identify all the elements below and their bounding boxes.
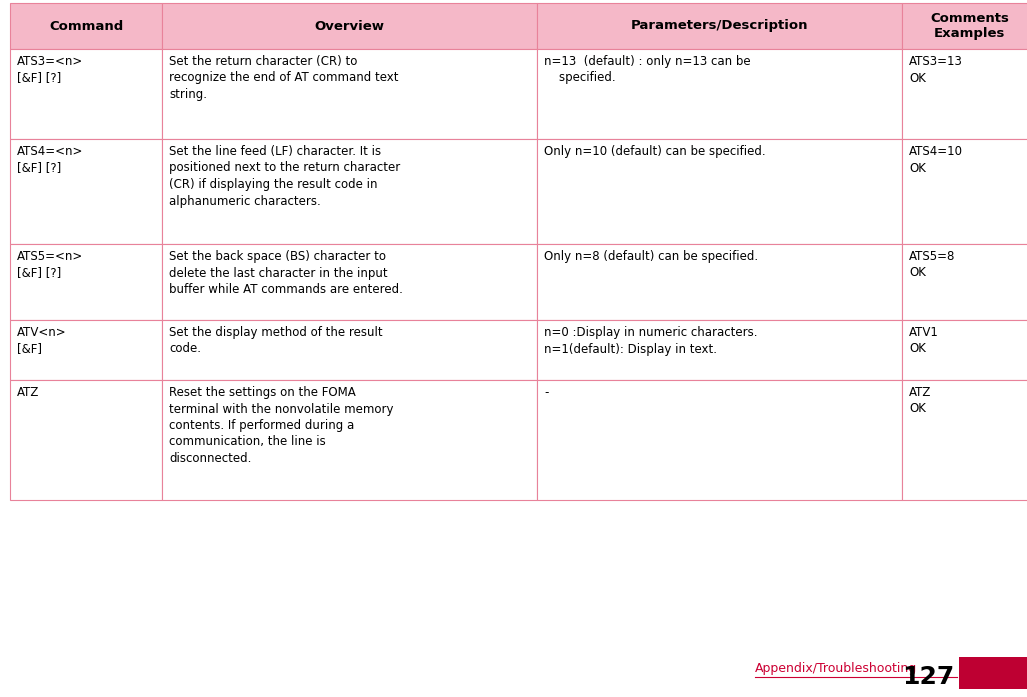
Bar (162, 49, 537, 139)
Text: ATS3=13
OK: ATS3=13 OK (909, 55, 963, 84)
Bar (902, 320, 1027, 380)
Text: n=0 :Display in numeric characters.
n=1(default): Display in text.: n=0 :Display in numeric characters. n=1(… (544, 326, 758, 355)
Bar (902, 49, 1027, 139)
Text: ATS3=<n>
[&F] [?]: ATS3=<n> [&F] [?] (17, 55, 83, 84)
Bar (902, 380, 1027, 500)
Text: ATS4=10
OK: ATS4=10 OK (909, 145, 963, 174)
Text: Command: Command (49, 20, 123, 33)
Bar (10, 320, 162, 380)
Text: Set the display method of the result
code.: Set the display method of the result cod… (169, 326, 383, 355)
Bar (162, 139, 537, 244)
Text: Set the line feed (LF) character. It is
positioned next to the return character
: Set the line feed (LF) character. It is … (169, 145, 401, 208)
Text: Overview: Overview (314, 20, 384, 33)
Text: Reset the settings on the FOMA
terminal with the nonvolatile memory
contents. If: Reset the settings on the FOMA terminal … (169, 386, 393, 465)
Text: ATV1
OK: ATV1 OK (909, 326, 939, 355)
Bar (10, 3, 162, 49)
Text: Parameters/Description: Parameters/Description (631, 20, 808, 33)
Text: ATS5=<n>
[&F] [?]: ATS5=<n> [&F] [?] (17, 250, 83, 279)
Text: -: - (544, 386, 548, 399)
Bar (162, 320, 537, 380)
Bar (10, 244, 162, 320)
Bar (537, 139, 902, 244)
Text: 127: 127 (902, 665, 954, 689)
Text: Only n=10 (default) can be specified.: Only n=10 (default) can be specified. (544, 145, 765, 158)
Bar (162, 3, 537, 49)
Bar (537, 380, 902, 500)
Bar (537, 320, 902, 380)
Bar (162, 244, 537, 320)
Bar (902, 139, 1027, 244)
Text: ATV<n>
[&F]: ATV<n> [&F] (17, 326, 67, 355)
Bar (537, 49, 902, 139)
Text: Comments
Examples: Comments Examples (930, 12, 1009, 40)
Bar (959, 657, 1027, 689)
Bar (902, 3, 1027, 49)
Text: Set the back space (BS) character to
delete the last character in the input
buff: Set the back space (BS) character to del… (169, 250, 403, 296)
Bar (902, 244, 1027, 320)
Bar (162, 380, 537, 500)
Bar (537, 244, 902, 320)
Text: ATS4=<n>
[&F] [?]: ATS4=<n> [&F] [?] (17, 145, 83, 174)
Bar (537, 3, 902, 49)
Text: ATS5=8
OK: ATS5=8 OK (909, 250, 955, 279)
Bar (10, 49, 162, 139)
Text: Set the return character (CR) to
recognize the end of AT command text
string.: Set the return character (CR) to recogni… (169, 55, 398, 101)
Text: ATZ: ATZ (17, 386, 39, 399)
Text: ATZ
OK: ATZ OK (909, 386, 931, 415)
Text: n=13  (default) : only n=13 can be
    specified.: n=13 (default) : only n=13 can be specif… (544, 55, 751, 84)
Bar (10, 380, 162, 500)
Bar (10, 139, 162, 244)
Text: Only n=8 (default) can be specified.: Only n=8 (default) can be specified. (544, 250, 758, 263)
Text: Appendix/Troubleshooting: Appendix/Troubleshooting (755, 662, 917, 675)
